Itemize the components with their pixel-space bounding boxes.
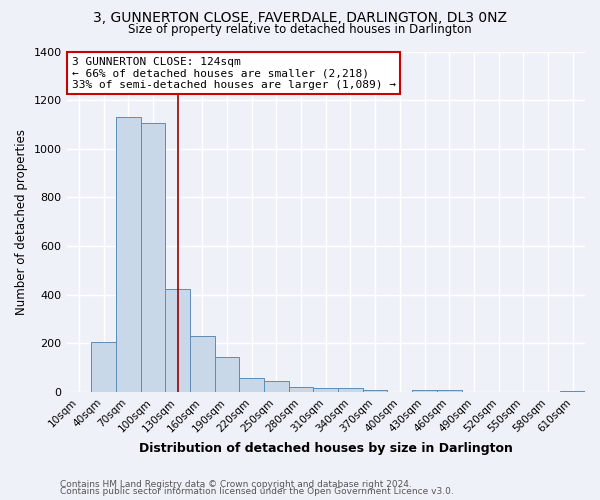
Text: 3, GUNNERTON CLOSE, FAVERDALE, DARLINGTON, DL3 0NZ: 3, GUNNERTON CLOSE, FAVERDALE, DARLINGTO…	[93, 11, 507, 25]
Bar	[190, 336, 215, 392]
Bar	[289, 386, 313, 392]
Bar	[437, 390, 461, 392]
Bar	[264, 381, 289, 392]
Bar	[116, 117, 140, 392]
Bar	[165, 288, 190, 392]
Bar	[140, 124, 165, 392]
Bar	[363, 390, 388, 392]
Text: Contains public sector information licensed under the Open Government Licence v3: Contains public sector information licen…	[60, 488, 454, 496]
Text: 3 GUNNERTON CLOSE: 124sqm
← 66% of detached houses are smaller (2,218)
33% of se: 3 GUNNERTON CLOSE: 124sqm ← 66% of detac…	[72, 56, 396, 90]
Bar	[338, 388, 363, 392]
Bar	[91, 342, 116, 392]
Text: Contains HM Land Registry data © Crown copyright and database right 2024.: Contains HM Land Registry data © Crown c…	[60, 480, 412, 489]
Bar	[313, 388, 338, 392]
Bar	[239, 378, 264, 392]
Bar	[412, 390, 437, 392]
Text: Size of property relative to detached houses in Darlington: Size of property relative to detached ho…	[128, 23, 472, 36]
Bar	[215, 357, 239, 392]
Bar	[560, 391, 585, 392]
X-axis label: Distribution of detached houses by size in Darlington: Distribution of detached houses by size …	[139, 442, 513, 455]
Y-axis label: Number of detached properties: Number of detached properties	[15, 129, 28, 315]
